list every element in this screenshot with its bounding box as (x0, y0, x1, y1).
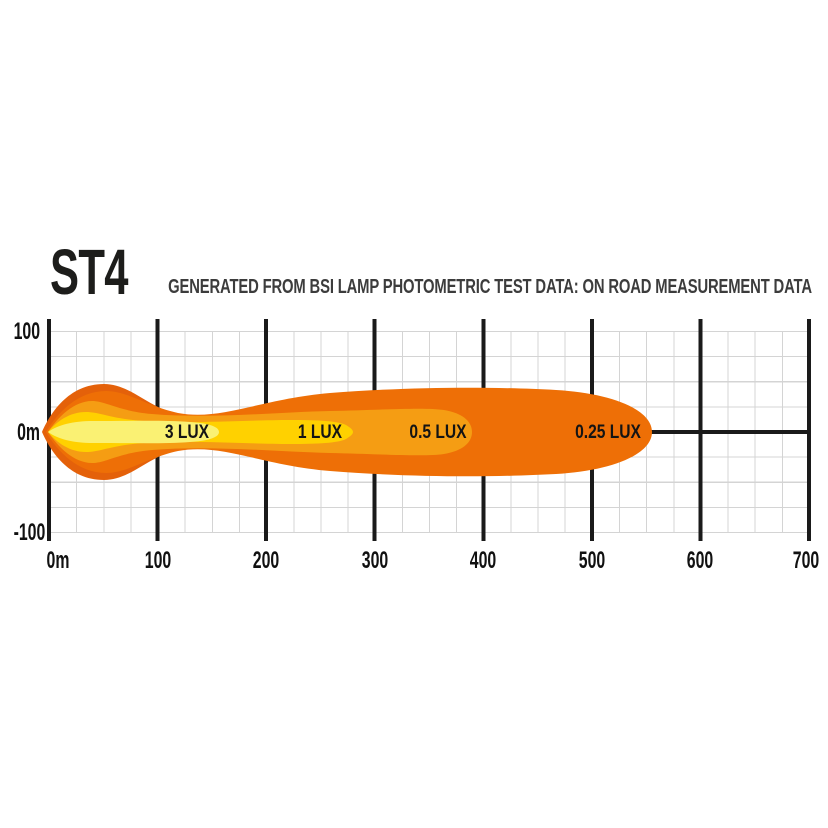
lux-label-025: 0.25 LUX (575, 420, 641, 442)
lux-label-3: 3 LUX (165, 420, 209, 442)
x-tick-700: 700 (792, 547, 820, 574)
page-title: ST4 (50, 236, 128, 308)
x-tick-500: 500 (578, 547, 606, 574)
x-tick-100: 100 (144, 547, 172, 574)
x-tick-600: 600 (686, 547, 714, 574)
y-tick-neg100: -100 (13, 519, 46, 546)
lux-label-1: 1 LUX (298, 420, 342, 442)
lux-label-05: 0.5 LUX (409, 420, 466, 442)
chart-subtitle: GENERATED FROM BSI LAMP PHOTOMETRIC TEST… (168, 276, 812, 298)
y-tick-100: 100 (13, 318, 41, 345)
x-tick-200: 200 (252, 547, 280, 574)
x-tick-300: 300 (361, 547, 389, 574)
x-tick-0m: 0m (46, 547, 70, 574)
y-tick-0m: 0m (17, 419, 40, 446)
x-tick-400: 400 (469, 547, 497, 574)
beam-contour-3lux (48, 420, 219, 444)
